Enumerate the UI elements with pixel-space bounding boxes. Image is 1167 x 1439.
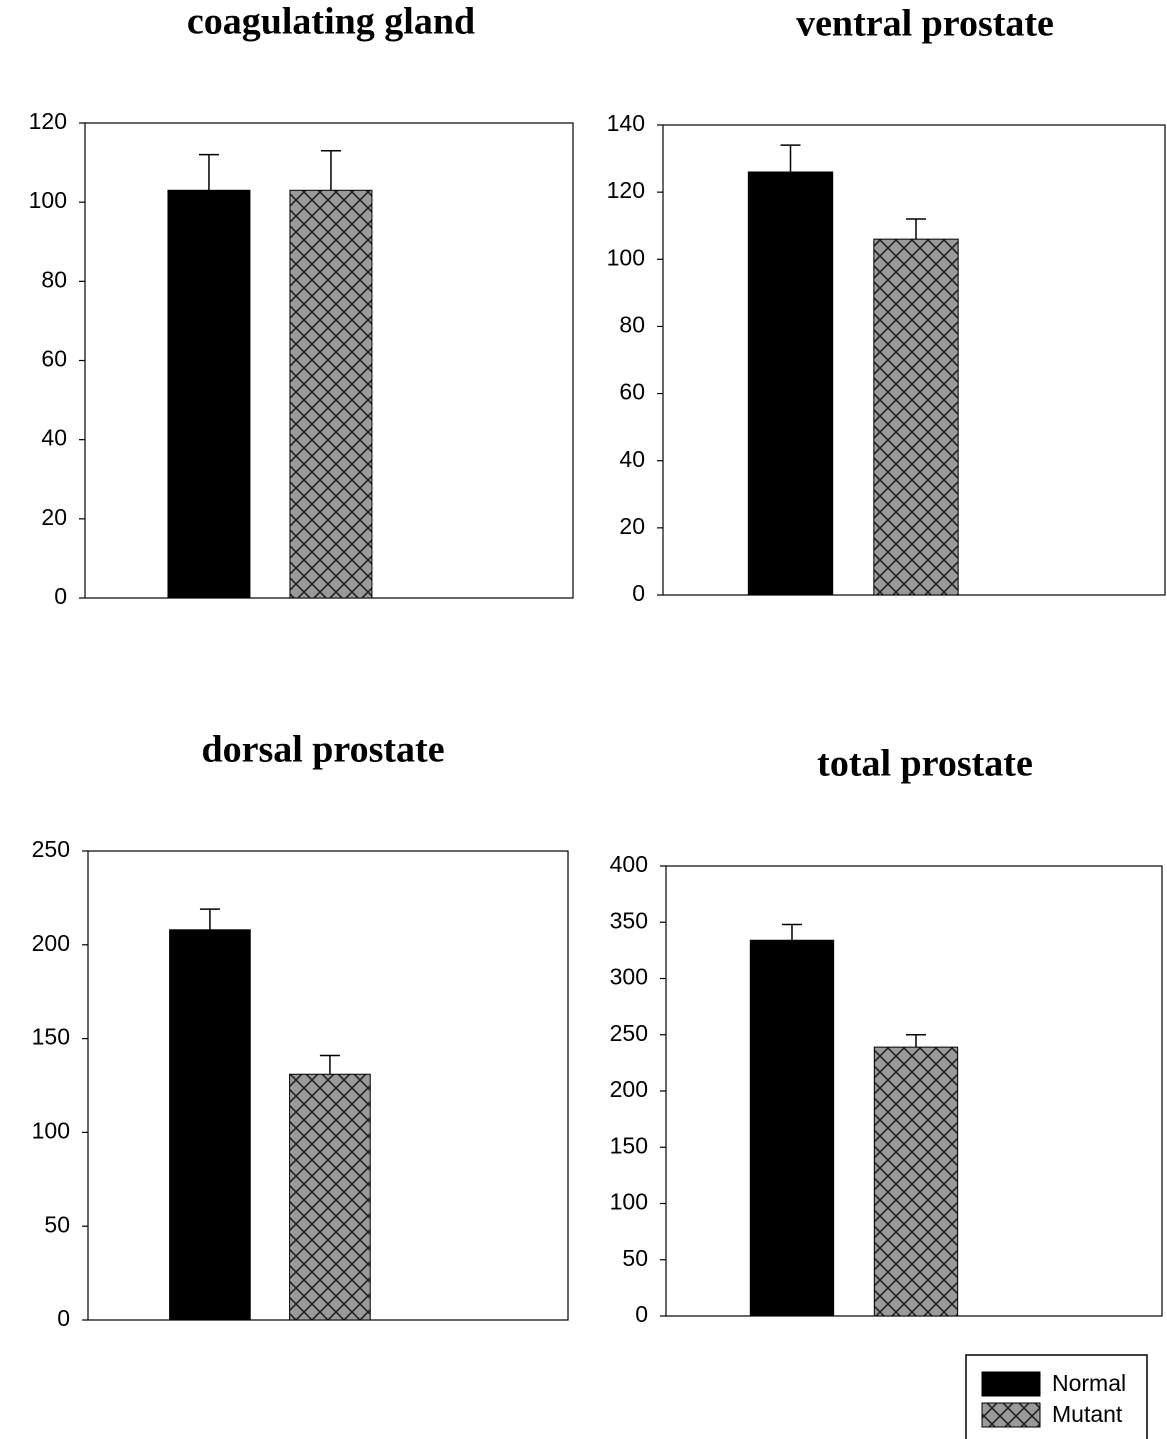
y-tick-label: 0 xyxy=(54,583,67,609)
y-tick-label: 200 xyxy=(610,1076,648,1102)
y-tick-label: 120 xyxy=(29,108,67,134)
bar xyxy=(169,929,251,1321)
y-tick-label: 140 xyxy=(607,110,645,136)
y-tick-label: 40 xyxy=(619,446,645,472)
y-tick-label: 250 xyxy=(32,836,70,862)
y-tick-label: 40 xyxy=(41,425,67,451)
legend-label: Mutant xyxy=(1052,1401,1123,1427)
y-tick-label: 60 xyxy=(41,346,67,372)
y-tick-label: 0 xyxy=(57,1305,70,1331)
y-tick-label: 150 xyxy=(32,1024,70,1050)
y-tick-label: 120 xyxy=(607,177,645,203)
bar xyxy=(289,1073,371,1321)
y-tick-label: 400 xyxy=(610,851,648,877)
bar xyxy=(289,189,373,599)
chart-title: dorsal prostate xyxy=(201,729,444,771)
bar xyxy=(873,238,959,596)
y-tick-label: 80 xyxy=(619,312,645,338)
legend-label: Normal xyxy=(1052,1370,1126,1396)
chart-title: total prostate xyxy=(817,743,1033,785)
y-tick-label: 100 xyxy=(610,1189,648,1215)
y-tick-label: 0 xyxy=(632,580,645,606)
y-tick-label: 20 xyxy=(619,513,645,539)
chart-title: coagulating gland xyxy=(187,1,475,43)
y-tick-label: 80 xyxy=(41,266,67,292)
bar xyxy=(167,189,251,599)
y-tick-label: 50 xyxy=(44,1211,70,1237)
y-tick-label: 250 xyxy=(610,1020,648,1046)
y-tick-label: 150 xyxy=(610,1132,648,1158)
legend-swatch xyxy=(981,1371,1041,1397)
chart-title: ventral prostate xyxy=(796,3,1054,45)
y-tick-label: 200 xyxy=(32,930,70,956)
y-tick-label: 100 xyxy=(32,1117,70,1143)
bar xyxy=(749,939,835,1317)
y-tick-label: 0 xyxy=(635,1301,648,1327)
y-tick-label: 350 xyxy=(610,907,648,933)
bar xyxy=(873,1046,959,1317)
y-tick-label: 300 xyxy=(610,964,648,990)
y-tick-label: 100 xyxy=(607,244,645,270)
bar xyxy=(747,171,834,596)
y-tick-label: 100 xyxy=(29,187,67,213)
legend-swatch xyxy=(981,1402,1041,1428)
y-tick-label: 20 xyxy=(41,504,67,530)
y-tick-label: 50 xyxy=(622,1245,648,1271)
y-tick-label: 60 xyxy=(619,379,645,405)
